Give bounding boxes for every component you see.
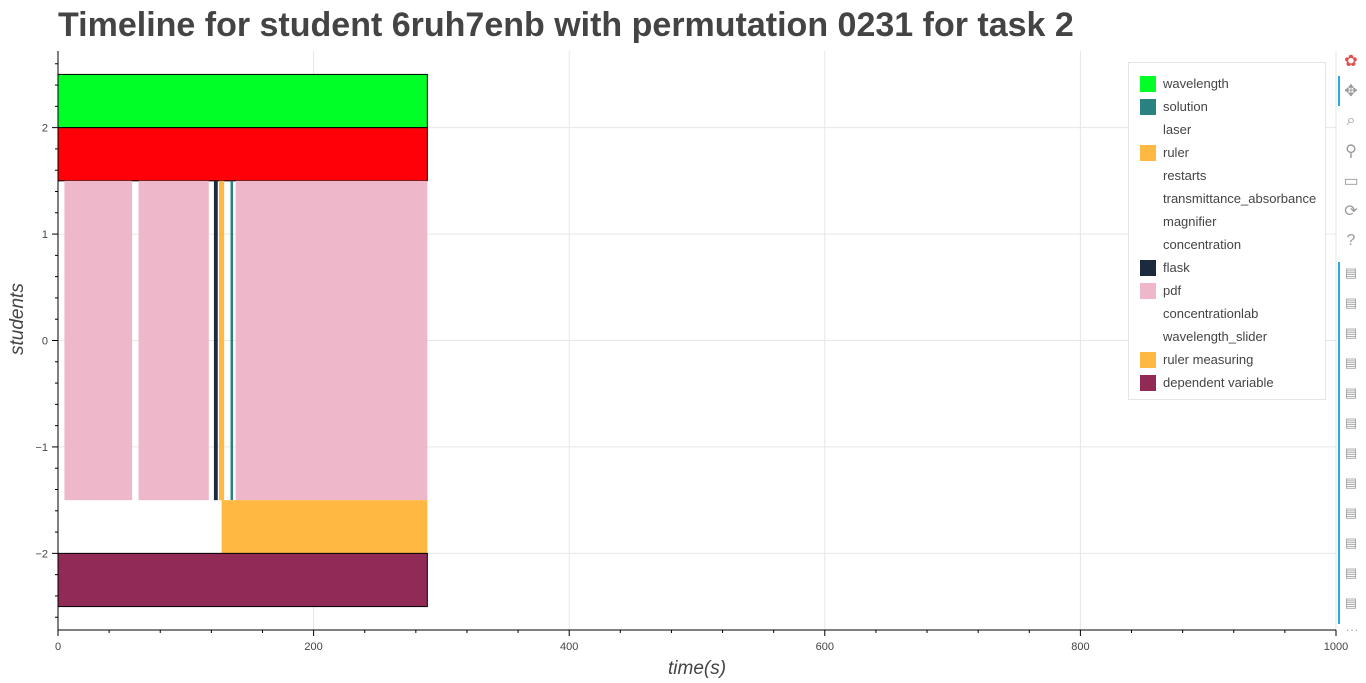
- pan-icon[interactable]: ✥: [1344, 83, 1358, 100]
- y-tick-label: 0: [42, 336, 48, 348]
- bokeh-logo-icon[interactable]: ✿: [1344, 53, 1358, 70]
- legend-label: wavelength: [1163, 76, 1229, 91]
- timeline-bar-ruler-measuring[interactable]: [221, 500, 428, 554]
- hover-tool-icon[interactable]: ▤: [1344, 265, 1358, 280]
- legend-label: solution: [1163, 99, 1208, 114]
- hover-tool-icon[interactable]: ▤: [1344, 475, 1358, 490]
- hover-tool-icon[interactable]: ▤: [1344, 565, 1358, 580]
- y-tick-label: −2: [35, 548, 48, 560]
- timeline-bar-ruler[interactable]: [219, 180, 225, 501]
- timeline-bar-wavelength[interactable]: [57, 73, 428, 129]
- more-tools-icon[interactable]: ...: [1346, 620, 1360, 634]
- legend-swatch: [1140, 306, 1156, 322]
- legend-label: magnifier: [1163, 214, 1217, 229]
- x-tick-label: 800: [1071, 641, 1089, 653]
- x-tick-label: 600: [816, 641, 834, 653]
- legend-item-flask[interactable]: flask: [1129, 256, 1325, 279]
- active-tool-indicator: [1338, 76, 1340, 106]
- legend-swatch: [1140, 144, 1156, 161]
- hover-tool-icon[interactable]: ▤: [1344, 295, 1358, 310]
- legend-item-concentrationlab[interactable]: concentrationlab: [1129, 302, 1325, 325]
- legend-label: wavelength_slider: [1163, 329, 1268, 344]
- hover-tool-icon[interactable]: ▤: [1344, 325, 1358, 340]
- reset-icon[interactable]: ⟳: [1344, 203, 1358, 220]
- hover-tool-icon[interactable]: ▤: [1344, 595, 1358, 610]
- x-tick-label: 200: [304, 641, 322, 653]
- legend-label: restarts: [1163, 168, 1207, 183]
- timeline-bar-flask[interactable]: [213, 180, 218, 501]
- legend-label: transmittance_absorbance: [1163, 191, 1317, 206]
- chart-title: Timeline for student 6ruh7enb with permu…: [58, 6, 1074, 44]
- x-tick-label: 0: [55, 641, 61, 653]
- legend-label: flask: [1163, 260, 1190, 275]
- legend-swatch: [1140, 259, 1156, 276]
- legend-item-wavelength[interactable]: wavelength: [1129, 72, 1325, 95]
- hover-tool-icon[interactable]: ▤: [1344, 355, 1358, 370]
- legend-item-wavelength_slider[interactable]: wavelength_slider: [1129, 325, 1325, 348]
- legend-label: dependent variable: [1163, 375, 1274, 390]
- x-axis-label: time(s): [668, 658, 727, 679]
- box-zoom-icon[interactable]: ⌕: [1346, 112, 1356, 129]
- legend-item-restarts[interactable]: restarts: [1129, 164, 1325, 187]
- legend-item-ruler[interactable]: ruler: [1129, 141, 1325, 164]
- legend-label: ruler measuring: [1163, 352, 1254, 367]
- legend-label: ruler: [1163, 145, 1190, 160]
- timeline-bar-pdf[interactable]: [138, 180, 209, 501]
- help-icon[interactable]: ?: [1346, 232, 1356, 249]
- active-hover-indicator: [1338, 262, 1340, 624]
- hover-tool-icon[interactable]: ▤: [1344, 415, 1358, 430]
- timeline-bar-pdf[interactable]: [235, 180, 428, 501]
- legend-item-solution[interactable]: solution: [1129, 95, 1325, 118]
- chart-legend: wavelength solution laser ruler restarts tran…: [1128, 62, 1326, 400]
- legend-item-pdf[interactable]: pdf: [1129, 279, 1325, 302]
- legend-label: concentrationlab: [1163, 306, 1259, 321]
- legend-item-laser[interactable]: laser: [1129, 118, 1325, 141]
- legend-swatch: [1140, 351, 1156, 368]
- legend-swatch: [1140, 329, 1156, 345]
- hover-tool-icon[interactable]: ▤: [1344, 535, 1358, 550]
- timeline-bar-pdf[interactable]: [64, 180, 133, 501]
- hover-tool-icon[interactable]: ▤: [1344, 445, 1358, 460]
- legend-label: concentration: [1163, 237, 1242, 252]
- hover-tool-icon[interactable]: ▤: [1344, 385, 1358, 400]
- legend-item-dependent-variable[interactable]: dependent variable: [1129, 371, 1325, 394]
- x-tick-label: 1000: [1324, 641, 1348, 653]
- x-tick-label: 400: [560, 641, 578, 653]
- legend-swatch: [1140, 75, 1156, 92]
- legend-item-concentration[interactable]: concentration: [1129, 233, 1325, 256]
- wheel-zoom-icon[interactable]: ⚲: [1345, 143, 1357, 160]
- legend-item-ruler-measuring[interactable]: ruler measuring: [1129, 348, 1325, 371]
- legend-item-transmittance_absorbance[interactable]: transmittance_absorbance: [1129, 187, 1325, 210]
- legend-label: pdf: [1163, 283, 1182, 298]
- timeline-bar-red-band[interactable]: [57, 127, 428, 182]
- legend-swatch: [1140, 122, 1156, 138]
- timeline-bar-solution[interactable]: [230, 180, 234, 501]
- timeline-bar-dependent-variable[interactable]: [57, 552, 428, 608]
- y-tick-label: 2: [42, 123, 48, 135]
- legend-label: laser: [1163, 122, 1192, 137]
- y-axis-label: students: [7, 283, 28, 355]
- y-tick-label: 1: [42, 229, 48, 241]
- plot-toolbar: ✿ ✥ ⌕ ⚲ ▭ ⟳? ▤ ▤ ▤ ▤ ▤ ▤ ▤ ▤ ▤ ▤ ▤ ▤...: [1338, 48, 1364, 638]
- save-icon[interactable]: ▭: [1343, 173, 1359, 190]
- legend-swatch: [1140, 237, 1156, 253]
- y-tick-label: −1: [35, 442, 48, 454]
- legend-swatch: [1140, 191, 1156, 207]
- legend-swatch: [1140, 374, 1156, 391]
- legend-swatch: [1140, 168, 1156, 184]
- legend-swatch: [1140, 214, 1156, 230]
- hover-tool-icon[interactable]: ▤: [1344, 505, 1358, 520]
- legend-swatch: [1140, 98, 1156, 115]
- legend-swatch: [1140, 282, 1156, 299]
- legend-item-magnifier[interactable]: magnifier: [1129, 210, 1325, 233]
